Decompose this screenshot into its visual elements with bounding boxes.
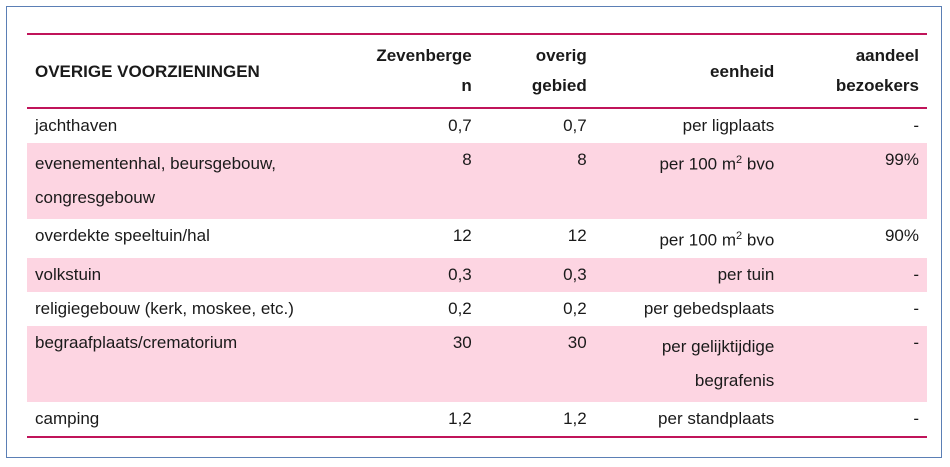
table-row: camping 1,2 1,2 per standplaats - [27, 401, 927, 438]
cell-voorziening: volkstuin [27, 257, 343, 292]
cell-aandeel-bezoekers: - [782, 401, 927, 438]
cell-overig-gebied: 0,7 [563, 116, 587, 135]
table-row: volkstuin 0,3 0,3 per tuin - [27, 257, 927, 292]
cell-voorziening: evenementenhal, beursgebouw, congresgebou… [27, 143, 343, 219]
cell-overig-gebied: 1,2 [479, 401, 595, 438]
cell-eenheid: per standplaats [594, 401, 783, 438]
cell-zevenbergen: 0,3 [342, 257, 480, 292]
table-row: overdekte speeltuin/hal 12 12 per 100 m2… [27, 219, 927, 258]
cell-overig-gebied: 0,3 [479, 257, 595, 292]
cell-voorziening: begraafplaats/crematorium [27, 325, 343, 402]
cell-voorziening: religiegebouw (kerk, moskee, etc.) [35, 298, 294, 318]
cell-aandeel-bezoekers: - [782, 325, 927, 402]
table-row: jachthaven 0,7 0,7 per ligplaats - [27, 108, 927, 143]
cell-overig-gebied: 0,2 [563, 298, 587, 318]
table-row: religiegebouw (kerk, moskee, etc.) 0,2 0… [27, 292, 927, 326]
cell-eenheid: per 100 m2 bvo [594, 143, 783, 219]
cell-overig-gebied: 12 [567, 226, 587, 245]
cell-overig-gebied: 30 [479, 325, 595, 402]
cell-eenheid: per gebedsplaats [643, 298, 775, 318]
header-zevenbergen: Zevenberge n [342, 35, 480, 109]
cell-zevenbergen: 1,2 [342, 401, 480, 438]
header-eenheid: eenheid [594, 35, 783, 109]
cell-zevenbergen: 8 [342, 143, 480, 219]
table-header-row: OVERIGE VOORZIENINGEN Zevenberge n overig… [27, 35, 927, 109]
cell-zevenbergen: 0,2 [448, 298, 472, 318]
cell-eenheid: per gelijktijdige begrafenis [594, 325, 783, 402]
cell-voorziening: camping [27, 401, 343, 438]
cell-eenheid: per ligplaats [682, 116, 775, 135]
cell-overig-gebied: 8 [479, 143, 595, 219]
header-category: OVERIGE VOORZIENINGEN [27, 35, 343, 109]
cell-voorziening: overdekte speeltuin/hal [35, 226, 210, 245]
table-row: begraafplaats/crematorium 30 30 per geli… [27, 325, 927, 402]
cell-aandeel-bezoekers: - [782, 257, 927, 292]
cell-zevenbergen: 0,7 [448, 116, 472, 135]
cell-eenheid: per tuin [594, 257, 783, 292]
cell-aandeel-bezoekers: - [913, 116, 919, 135]
cell-aandeel-bezoekers: 99% [782, 143, 927, 219]
document-frame: OVERIGE VOORZIENINGEN Zevenberge n overig… [6, 6, 942, 458]
cell-voorziening: jachthaven [35, 116, 118, 135]
cell-zevenbergen: 30 [342, 325, 480, 402]
cell-aandeel-bezoekers: 90% [884, 226, 919, 245]
header-overig-gebied: overig gebied [479, 35, 595, 109]
cell-eenheid: per 100 m2 bvo [659, 230, 775, 250]
header-aandeel-bezoekers: aandeel bezoekers [782, 35, 927, 109]
cell-zevenbergen: 12 [452, 226, 472, 245]
cell-aandeel-bezoekers: - [913, 298, 919, 318]
table-row: evenementenhal, beursgebouw, congresgebou… [27, 143, 927, 219]
parking-norms-table: OVERIGE VOORZIENINGEN Zevenberge n overig… [27, 33, 927, 438]
